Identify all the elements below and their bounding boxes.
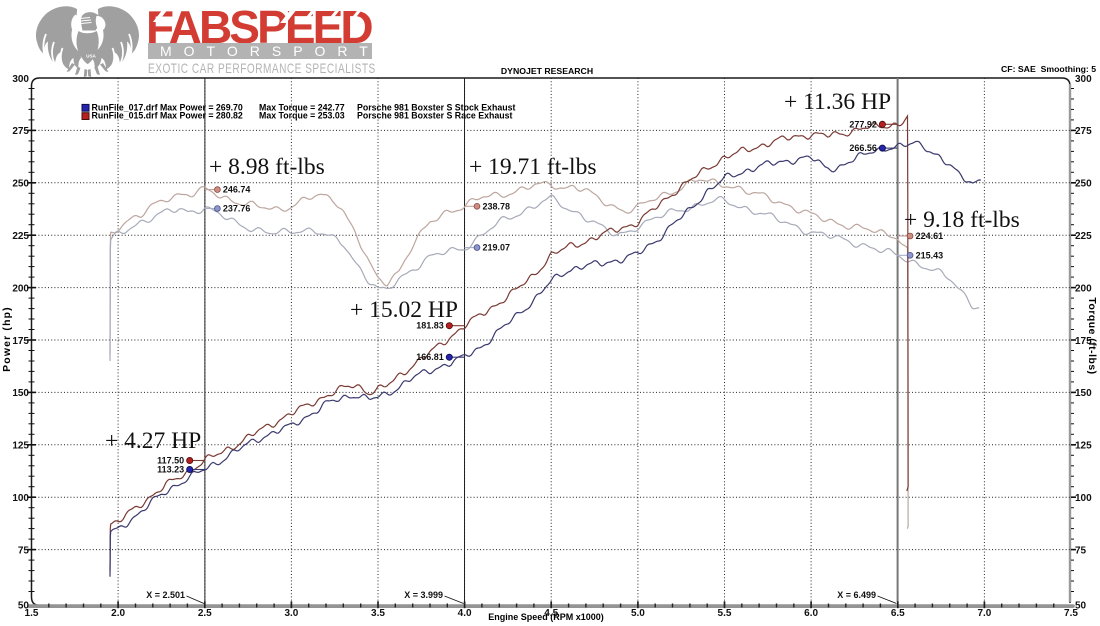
svg-text:219.07: 219.07 [483, 243, 511, 253]
svg-text:3.5: 3.5 [371, 608, 385, 619]
svg-text:4.0: 4.0 [458, 608, 472, 619]
svg-text:Porsche 981 Boxster S Race Exh: Porsche 981 Boxster S Race Exhaust [357, 111, 513, 121]
svg-text:150: 150 [12, 388, 29, 399]
svg-text:250: 250 [12, 179, 29, 190]
svg-text:4.5: 4.5 [544, 608, 558, 619]
svg-text:250: 250 [1075, 179, 1092, 190]
svg-text:5.5: 5.5 [718, 608, 732, 619]
svg-text:266.56: 266.56 [849, 143, 877, 153]
svg-text:+ 9.18 ft-lbs: + 9.18 ft-lbs [904, 207, 1020, 233]
svg-text:246.74: 246.74 [223, 185, 251, 195]
svg-text:Power (hp): Power (hp) [2, 306, 13, 372]
svg-text:225: 225 [1075, 231, 1092, 242]
svg-text:Max Torque = 253.03: Max Torque = 253.03 [259, 111, 345, 121]
svg-text:200: 200 [12, 283, 29, 294]
svg-text:50: 50 [18, 600, 30, 611]
svg-text:6.0: 6.0 [804, 608, 818, 619]
svg-text:5.0: 5.0 [631, 608, 645, 619]
svg-text:125: 125 [12, 441, 29, 452]
svg-text:X = 3.999: X = 3.999 [404, 590, 443, 600]
svg-text:150: 150 [1075, 388, 1092, 399]
svg-text:X = 6.499: X = 6.499 [837, 590, 876, 600]
svg-text:1.5: 1.5 [25, 608, 39, 619]
svg-text:175: 175 [1075, 336, 1092, 347]
svg-text:50: 50 [1075, 600, 1087, 611]
svg-text:Porsche 981 Boxster S Stock Ex: Porsche 981 Boxster S Stock Exhaust [357, 102, 515, 112]
svg-text:USA: USA [86, 54, 96, 59]
svg-text:238.78: 238.78 [483, 201, 511, 211]
svg-text:75: 75 [1075, 545, 1087, 556]
svg-text:300: 300 [12, 74, 29, 85]
svg-text:225: 225 [12, 231, 29, 242]
svg-text:275: 275 [1075, 126, 1092, 137]
svg-text:DYNOJET RESEARCH: DYNOJET RESEARCH [501, 66, 593, 76]
svg-text:Torque (ft-lbs): Torque (ft-lbs) [1086, 297, 1097, 374]
svg-text:+ 8.98 ft-lbs: + 8.98 ft-lbs [209, 154, 325, 180]
svg-text:7.0: 7.0 [977, 608, 991, 619]
svg-text:RunFile_015.drf Max Power = 28: RunFile_015.drf Max Power = 280.82 [92, 111, 243, 121]
svg-text:181.83: 181.83 [416, 321, 444, 331]
svg-text:X = 2.501: X = 2.501 [146, 590, 185, 600]
svg-text:+ 11.36 HP: + 11.36 HP [784, 89, 891, 115]
svg-text:Engine Speed (RPM x1000): Engine Speed (RPM x1000) [488, 612, 604, 622]
svg-text:100: 100 [12, 493, 29, 504]
svg-text:CF: SAE Smoothing: 5: CF: SAE Smoothing: 5 [1001, 64, 1096, 74]
svg-text:2.0: 2.0 [111, 608, 125, 619]
svg-text:Max Torque = 242.77: Max Torque = 242.77 [259, 102, 345, 112]
svg-text:+ 4.27 HP: + 4.27 HP [105, 428, 201, 454]
svg-text:166.81: 166.81 [416, 352, 444, 362]
svg-text:100: 100 [1075, 493, 1092, 504]
svg-text:113.23: 113.23 [157, 465, 184, 475]
svg-text:175: 175 [12, 336, 29, 347]
svg-text:6.5: 6.5 [891, 608, 905, 619]
svg-text:275: 275 [12, 126, 29, 137]
svg-text:300: 300 [1075, 74, 1092, 85]
svg-text:200: 200 [1075, 283, 1092, 294]
svg-text:75: 75 [18, 545, 30, 556]
svg-text:224.61: 224.61 [916, 231, 944, 241]
svg-text:125: 125 [1075, 441, 1092, 452]
svg-text:RunFile_017.drf Max Power = 26: RunFile_017.drf Max Power = 269.70 [92, 102, 243, 112]
svg-text:277.92: 277.92 [849, 119, 877, 129]
svg-text:+ 19.71 ft-lbs: + 19.71 ft-lbs [469, 154, 596, 180]
svg-text:117.50: 117.50 [157, 456, 184, 466]
svg-text:215.43: 215.43 [916, 250, 944, 260]
svg-text:7.5: 7.5 [1064, 608, 1078, 619]
svg-text:+ 15.02 HP: + 15.02 HP [350, 297, 458, 323]
svg-text:2.5: 2.5 [198, 608, 212, 619]
svg-text:3.0: 3.0 [284, 608, 298, 619]
svg-text:237.76: 237.76 [223, 204, 251, 214]
